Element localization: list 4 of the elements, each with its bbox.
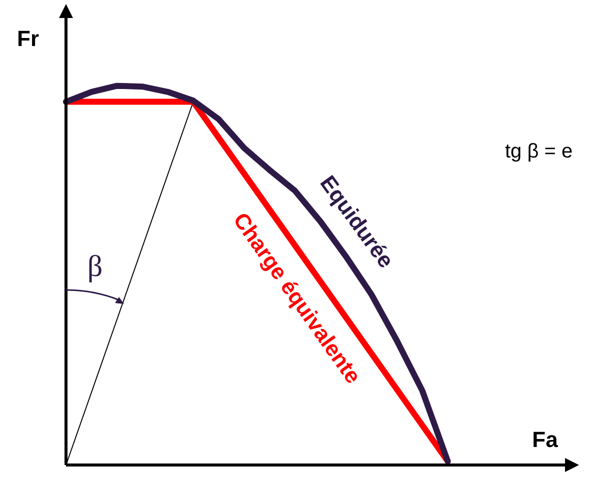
annotation: β — [87, 250, 103, 283]
annotation: tg β = e — [505, 140, 573, 163]
y-axis-title: Fr — [17, 26, 40, 52]
x-axis-title: Fa — [532, 427, 559, 452]
